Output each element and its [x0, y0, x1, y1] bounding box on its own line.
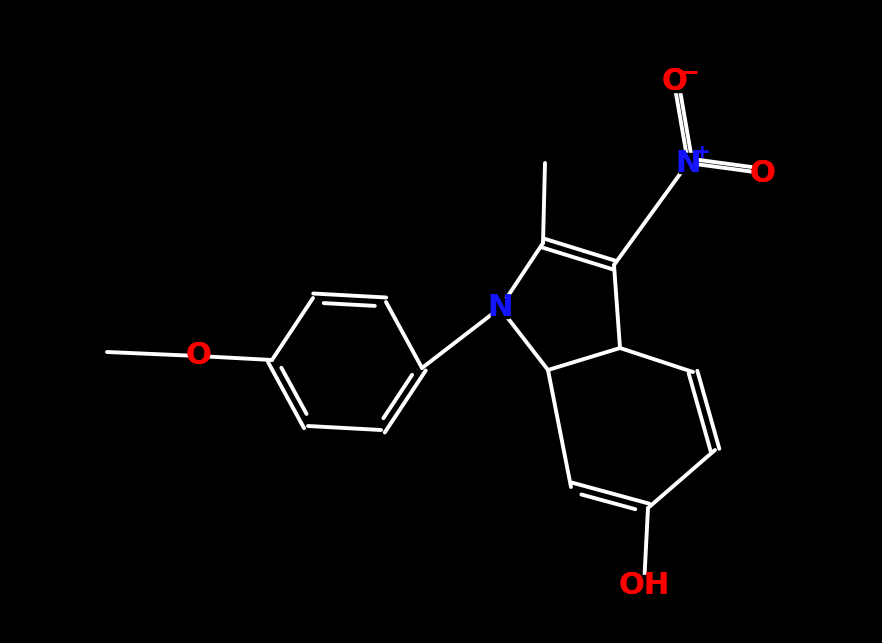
Text: O: O	[662, 68, 687, 96]
Text: N: N	[488, 293, 512, 323]
Bar	[679, 153, 697, 173]
Text: OH: OH	[618, 572, 669, 601]
Text: −: −	[678, 60, 699, 84]
Bar	[626, 575, 662, 597]
Text: +: +	[694, 143, 710, 163]
Bar	[491, 298, 509, 318]
Text: N: N	[676, 149, 700, 177]
Text: N: N	[488, 293, 512, 323]
Text: +: +	[694, 143, 710, 163]
Text: N: N	[676, 149, 700, 177]
Text: O: O	[749, 159, 775, 188]
Text: O: O	[185, 341, 211, 370]
Text: OH: OH	[618, 572, 669, 601]
Bar	[753, 163, 771, 183]
Bar	[665, 72, 683, 92]
Text: O: O	[185, 341, 211, 370]
Text: O: O	[662, 68, 687, 96]
Bar	[189, 346, 207, 366]
Text: O: O	[749, 159, 775, 188]
Text: −: −	[678, 60, 699, 84]
